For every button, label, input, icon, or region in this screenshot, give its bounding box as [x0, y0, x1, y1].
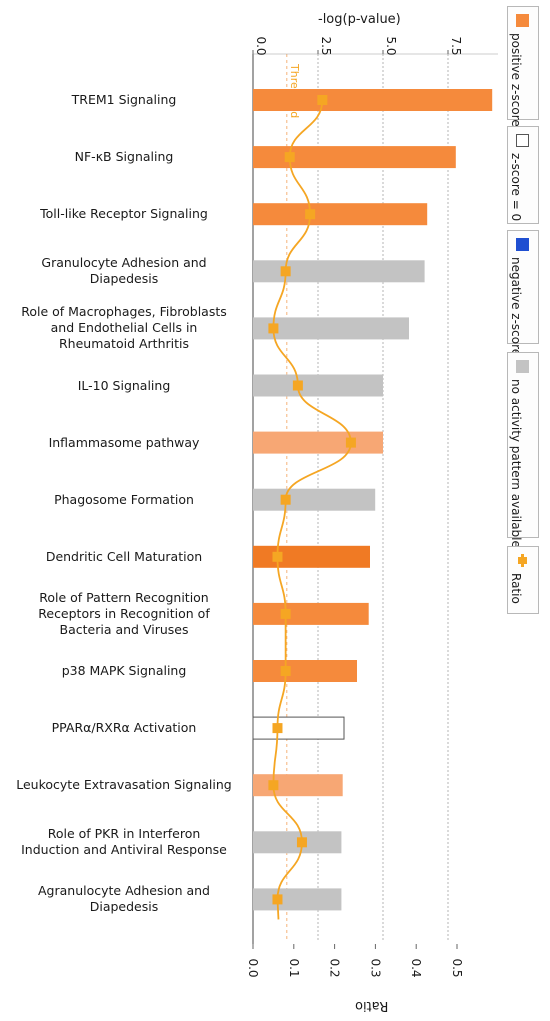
ratio-marker	[272, 723, 283, 734]
pathway-label: TREM1 Signaling	[0, 92, 248, 108]
top-axis-tick: 0.0	[254, 36, 268, 55]
legend-swatch	[516, 360, 529, 373]
bottom-axis-title: Ratio	[355, 998, 389, 1013]
top-axis-tick: 5.0	[384, 36, 398, 55]
pathway-label-line: Receptors in Recognition of	[38, 605, 210, 621]
bottom-axis-tick: 0.1	[287, 958, 301, 977]
ratio-marker	[280, 494, 291, 505]
pathway-label: PPARα/RXRα Activation	[0, 720, 248, 736]
pathway-label-line: Rheumatoid Arthritis	[59, 336, 189, 352]
pathway-label-line: Role of PKR in Interferon	[47, 826, 201, 842]
bar	[253, 260, 425, 283]
pathway-label-line: p38 MAPK Signaling	[61, 663, 187, 678]
pathway-label: NF-κB Signaling	[0, 149, 248, 165]
ratio-marker	[268, 780, 279, 791]
pathway-label-line: TREM1 Signaling	[71, 92, 177, 107]
ratio-marker	[280, 266, 291, 277]
legend-item: z-score = 0	[507, 126, 539, 224]
pathway-label-line: Role of Macrophages, Fibroblasts	[21, 304, 227, 320]
top-axis-tick: 7.5	[449, 36, 463, 55]
pathway-label: Agranulocyte Adhesion and Diapedesis	[0, 883, 248, 915]
bar	[253, 374, 383, 397]
ratio-marker	[272, 551, 283, 562]
ratio-marker	[317, 95, 328, 105]
ratio-marker	[296, 837, 307, 848]
legend-item: negative z-score	[507, 230, 539, 356]
legend-label: Ratio	[509, 573, 523, 604]
bottom-axis-tick: 0.5	[450, 958, 464, 977]
pathway-label: Granulocyte Adhesion and Diapedesis	[0, 255, 248, 287]
pathway-label: p38 MAPK Signaling	[0, 663, 248, 679]
pathway-label-line: and Endothelial Cells in	[50, 320, 198, 336]
pathway-label: IL-10 Signaling	[0, 378, 248, 394]
pathway-label-line: Dendritic Cell Maturation	[45, 548, 203, 564]
legend-swatch	[516, 238, 529, 251]
bar	[253, 602, 369, 625]
pathway-label-line: Diapedesis	[89, 899, 159, 915]
legend-label: z-score = 0	[509, 153, 523, 222]
pathway-label-line: Phagosome Formation	[54, 491, 194, 507]
pathway-label-line: Bacteria and Viruses	[59, 621, 189, 637]
bar	[253, 431, 383, 454]
ratio-marker	[292, 380, 303, 391]
pathway-label-line: PPARα/RXRα Activation	[51, 720, 197, 736]
legend-item: no activity pattern available	[507, 352, 539, 548]
pathway-label-line: Leukocyte Extravasation Signaling	[16, 777, 232, 793]
pathway-label: Role of Macrophages, Fibroblasts and Endo…	[0, 304, 248, 352]
legend-label: no activity pattern available	[509, 379, 523, 548]
bar	[253, 888, 342, 911]
bottom-axis-tick: 0.3	[368, 958, 382, 977]
bar	[253, 660, 357, 682]
pathway-label-line: Toll-like Receptor Signaling	[40, 206, 208, 222]
bar	[253, 89, 493, 111]
ratio-marker	[305, 209, 316, 220]
legend-item: positive z-score	[507, 6, 539, 127]
bar	[253, 203, 428, 226]
legend-label: positive z-score	[509, 33, 523, 127]
pathway-label-line: NF-κB Signaling	[74, 149, 174, 165]
bottom-axis-tick: 0.2	[328, 958, 342, 977]
bottom-axis-tick: 0.4	[409, 958, 423, 977]
top-axis-title: -log(p-value)	[318, 12, 401, 27]
legend-swatch	[516, 554, 529, 567]
bar	[253, 146, 456, 169]
bar	[252, 716, 345, 740]
ratio-line	[272, 99, 352, 920]
pathway-label: Dendritic Cell Maturation	[0, 549, 248, 565]
pathway-label: Role of PKR in Interferon Induction and A…	[0, 826, 248, 858]
pathway-label: Inflammasome pathway	[0, 435, 248, 451]
ratio-marker	[272, 894, 283, 905]
legend-swatch	[516, 134, 529, 147]
pathway-label: Phagosome Formation	[0, 492, 248, 508]
ratio-marker	[280, 666, 291, 676]
pathway-label-line: Role of Pattern Recognition	[39, 589, 209, 605]
ratio-marker	[284, 152, 295, 163]
pathway-label-line: Inflammasome pathway	[48, 434, 200, 450]
bar	[253, 545, 370, 568]
pathway-label-line: Diapedesis	[89, 271, 159, 287]
pathway-label: Role of Pattern Recognition Receptors in …	[0, 590, 248, 638]
pathway-label-line: Granulocyte Adhesion and	[41, 255, 207, 271]
legend-label: negative z-score	[509, 257, 523, 357]
bottom-axis-tick: 0.0	[246, 958, 260, 977]
bar	[253, 317, 409, 340]
legend-item: Ratio	[507, 546, 539, 614]
pathway-label: Toll-like Receptor Signaling	[0, 206, 248, 222]
ratio-marker	[268, 323, 279, 334]
ratio-marker	[280, 608, 291, 619]
pathway-label-line: Induction and Antiviral Response	[21, 842, 227, 858]
pathway-label-line: IL-10 Signaling	[77, 377, 171, 393]
legend-swatch	[516, 14, 529, 27]
bar	[253, 774, 343, 797]
bar	[253, 488, 376, 511]
ratio-marker	[345, 437, 356, 448]
pathway-label: Leukocyte Extravasation Signaling	[0, 777, 248, 793]
pathway-label-line: Agranulocyte Adhesion and	[37, 883, 210, 899]
top-axis-tick: 2.5	[319, 36, 333, 55]
